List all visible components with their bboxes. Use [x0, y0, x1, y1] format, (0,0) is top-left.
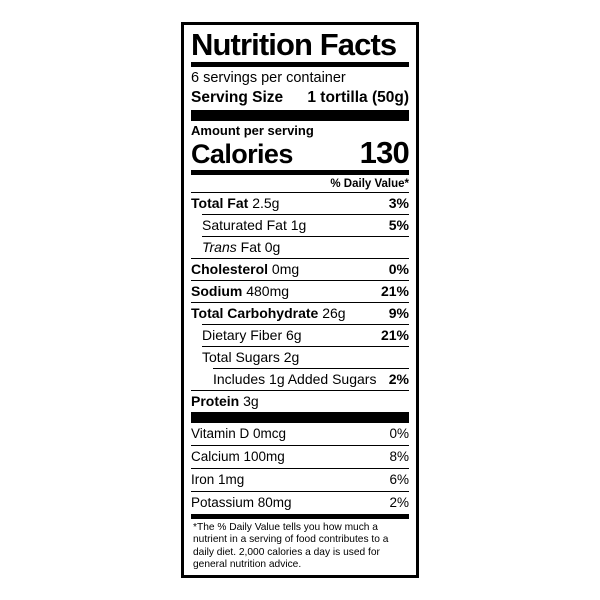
amount-per-serving-label: Amount per serving [191, 123, 314, 138]
vitamin-name-vitamin-d: Vitamin D 0mcg [191, 426, 287, 441]
nutrient-dv-total-carbohydrate: 9% [388, 305, 409, 321]
vitamin-row-vitamin-d: Vitamin D 0mcg 0% [191, 423, 409, 445]
rule-under-total-fat [202, 214, 409, 215]
vitamin-row-iron: Iron 1mg 6% [191, 469, 409, 491]
rule-above-footnote [191, 514, 409, 519]
nutrient-name-sodium: Sodium 480mg [191, 283, 290, 299]
rule-under-sodium [191, 302, 409, 303]
nutrient-name-total-fat: Total Fat 2.5g [191, 195, 280, 211]
nutrient-dv-added-sugars: 2% [388, 371, 409, 387]
rule-under-total-carbohydrate [202, 324, 409, 325]
nutrient-row-total-fat: Total Fat 2.5g 3% [191, 193, 409, 214]
nutrient-dv-sodium: 21% [380, 283, 409, 299]
rule-under-trans-fat [191, 258, 409, 259]
nutrient-row-total-carbohydrate: Total Carbohydrate 26g 9% [191, 303, 409, 324]
serving-size-row: Serving Size 1 tortilla (50g) [191, 88, 409, 110]
nutrient-name-cholesterol: Cholesterol 0mg [191, 261, 300, 277]
serving-size-value: 1 tortilla (50g) [307, 89, 409, 106]
nutrient-dv-dietary-fiber: 21% [380, 327, 409, 343]
rule-under-calcium [191, 468, 409, 469]
rule-under-dietary-fiber [202, 346, 409, 347]
calories-label: Calories [191, 139, 293, 169]
nutrient-name-protein: Protein 3g [191, 393, 259, 409]
nutrient-row-total-sugars: Total Sugars 2g [191, 347, 409, 368]
nutrient-dv-saturated-fat: 5% [388, 217, 409, 233]
rule-under-vitamin-d [191, 445, 409, 446]
rule-under-cholesterol [191, 280, 409, 281]
nutrient-row-saturated-fat: Saturated Fat 1g 5% [191, 215, 409, 236]
nutrient-dv-total-fat: 3% [388, 195, 409, 211]
vitamin-dv-potassium: 2% [389, 495, 409, 510]
nutrient-dv-cholesterol: 0% [388, 261, 409, 277]
vitamin-row-calcium: Calcium 100mg 8% [191, 446, 409, 468]
nutrient-row-protein: Protein 3g [191, 391, 409, 412]
servings-per-container: 6 servings per container [191, 70, 346, 86]
vitamin-dv-iron: 6% [389, 472, 409, 487]
rule-under-total-sugars [213, 368, 409, 369]
vitamin-dv-vitamin-d: 0% [389, 426, 409, 441]
nutrient-row-trans-fat: Trans Fat 0g [191, 237, 409, 258]
rule-above-calories [191, 110, 409, 121]
nutrition-facts-panel: Nutrition Facts 6 servings per container… [181, 22, 419, 578]
calories-row: Calories 130 [191, 135, 410, 170]
rule-above-vitamins [191, 412, 409, 423]
nutrient-name-dietary-fiber: Dietary Fiber 6g [202, 327, 302, 343]
rule-under-added-sugars [191, 390, 409, 391]
vitamin-dv-calcium: 8% [389, 449, 409, 464]
nutrient-row-dietary-fiber: Dietary Fiber 6g 21% [191, 325, 409, 346]
nutrient-row-cholesterol: Cholesterol 0mg 0% [191, 259, 409, 280]
vitamin-name-calcium: Calcium 100mg [191, 449, 285, 464]
nutrient-row-added-sugars: Includes 1g Added Sugars 2% [191, 369, 409, 390]
vitamin-name-potassium: Potassium 80mg [191, 495, 292, 510]
daily-value-footnote: *The % Daily Value tells you how much a … [193, 522, 389, 570]
calories-value: 130 [359, 135, 410, 170]
nutrient-name-trans-fat: Trans Fat 0g [202, 239, 281, 255]
rule-under-title [191, 62, 409, 67]
vitamin-name-iron: Iron 1mg [191, 472, 245, 487]
nutrient-name-added-sugars: Includes 1g Added Sugars [213, 371, 377, 387]
nutrient-name-total-carbohydrate: Total Carbohydrate 26g [191, 305, 346, 321]
rule-under-calories [191, 170, 409, 175]
vitamin-row-potassium: Potassium 80mg 2% [191, 492, 409, 514]
nutrient-row-sodium: Sodium 480mg 21% [191, 281, 409, 302]
rule-under-dv-header [191, 192, 409, 193]
rule-under-saturated-fat [202, 236, 409, 237]
nutrient-name-total-sugars: Total Sugars 2g [202, 349, 300, 365]
daily-value-header: % Daily Value* [330, 178, 409, 190]
serving-size-label: Serving Size [191, 89, 284, 106]
panel-title: Nutrition Facts [191, 27, 397, 62]
nutrient-name-saturated-fat: Saturated Fat 1g [202, 217, 307, 233]
rule-under-iron [191, 491, 409, 492]
